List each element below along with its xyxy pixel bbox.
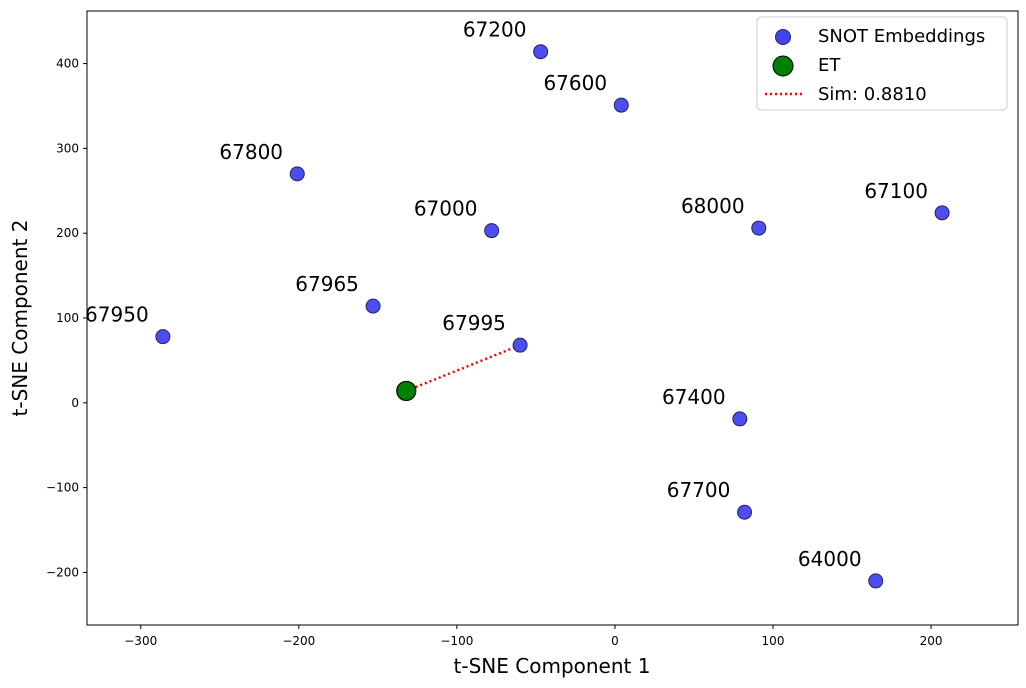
point-label-67950: 67950 (85, 303, 149, 327)
y-tick-label: 300 (56, 141, 79, 155)
similarity-line-layer (405, 343, 521, 393)
x-tick-label: −200 (282, 634, 315, 648)
y-tick-label: −100 (46, 481, 79, 495)
legend-label-snot: SNOT Embeddings (818, 26, 985, 47)
point-label-67600: 67600 (543, 71, 607, 95)
y-axis-label: t-SNE Component 2 (8, 220, 32, 417)
snot-point-67965 (365, 298, 381, 314)
et-point (396, 380, 417, 402)
legend-marker-et (772, 55, 794, 77)
snot-point-67995 (512, 337, 528, 353)
y-tick-label: 200 (56, 226, 79, 240)
point-label-67400: 67400 (662, 385, 726, 409)
snot-point-67100 (934, 205, 950, 221)
snot-point-67800 (289, 166, 305, 182)
snot-point-67700 (737, 504, 753, 520)
snot-point-67950 (155, 329, 171, 345)
x-tick-label: −300 (124, 634, 157, 648)
y-tick-label: −200 (46, 565, 79, 579)
y-tick-label: 100 (56, 311, 79, 325)
point-label-67800: 67800 (219, 140, 283, 164)
legend-box (756, 16, 1008, 111)
y-tick-label: 400 (56, 57, 79, 71)
legend: SNOT Embeddings ET Sim: 0.8810 (756, 16, 1008, 111)
snot-point-64000 (868, 573, 884, 589)
x-tick-label: −100 (440, 634, 473, 648)
point-label-67965: 67965 (295, 272, 359, 296)
x-axis-label: t-SNE Component 1 (454, 654, 651, 678)
snot-point-67400 (732, 411, 748, 427)
snot-point-68000 (751, 220, 767, 236)
y-tick-label: 0 (71, 396, 79, 410)
snot-point-67000 (484, 223, 500, 239)
point-label-67100: 67100 (864, 179, 928, 203)
x-tick-label: 0 (611, 634, 619, 648)
legend-marker-snot (775, 29, 791, 45)
points-layer (155, 44, 950, 589)
axis-ticks-layer: −300 −200 −100 0 100 200 −200 −100 0 100 200 300 400 (46, 57, 942, 648)
point-label-67000: 67000 (414, 197, 478, 221)
point-label-68000: 68000 (681, 194, 745, 218)
x-tick-label: 100 (762, 634, 785, 648)
point-labels-layer: 67200 67600 67800 67000 68000 67100 67965 67950… (85, 18, 928, 571)
legend-label-sim: Sim: 0.8810 (818, 84, 927, 105)
legend-label-et: ET (818, 55, 841, 76)
snot-point-67200 (533, 44, 549, 60)
point-label-67995: 67995 (442, 311, 506, 335)
point-label-67200: 67200 (463, 18, 527, 42)
point-label-64000: 64000 (798, 547, 862, 571)
snot-point-67600 (613, 97, 629, 113)
point-label-67700: 67700 (667, 478, 731, 502)
x-tick-label: 200 (920, 634, 943, 648)
similarity-line (405, 343, 521, 393)
